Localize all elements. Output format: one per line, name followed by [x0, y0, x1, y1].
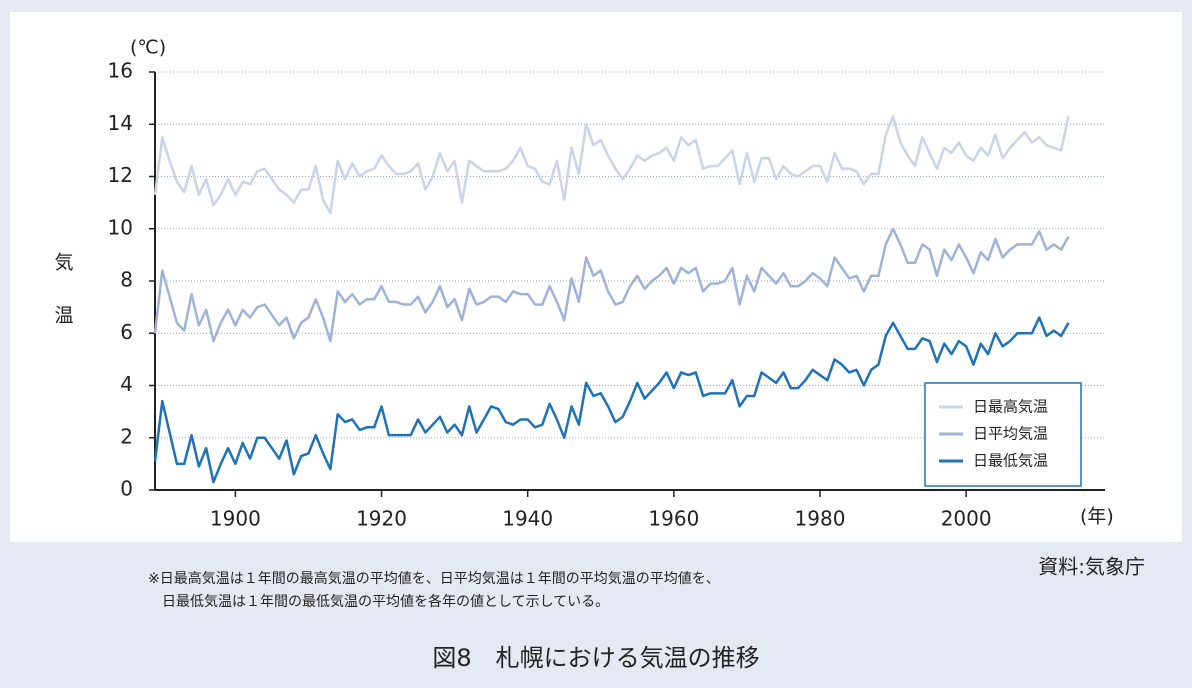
y-tick-label: 16: [108, 59, 133, 83]
note-line: ※日最高気温は１年間の最高気温の平均値を、日平均気温は１年間の平均気温の平均値を…: [148, 570, 720, 587]
y-unit-label: (℃): [130, 37, 166, 59]
x-tick-label: 1920: [356, 507, 407, 531]
caption: 図8 札幌における気温の推移: [432, 644, 759, 672]
y-tick-label: 0: [120, 477, 133, 501]
legend-label: 日平均気温: [973, 425, 1048, 443]
y-axis-label: 気温: [52, 252, 74, 358]
note-line: 日最低気温は１年間の最低気温の平均値を各年の値として示している。: [162, 594, 609, 610]
legend-label: 日最低気温: [973, 452, 1048, 470]
series-line: [153, 227, 1070, 343]
y-tick-label: 12: [108, 163, 133, 187]
y-tick-label: 14: [108, 111, 133, 135]
y-tick-label: 6: [120, 320, 133, 344]
series-line: [153, 115, 1070, 215]
x-tick-label: 1980: [795, 507, 846, 531]
y-tick-label: 2: [120, 424, 133, 448]
y-tick-label: 4: [120, 372, 133, 396]
x-unit-label: (年): [1080, 506, 1114, 528]
x-tick-label: 1960: [648, 507, 699, 531]
source: 資料:気象庁: [1038, 555, 1145, 579]
x-tick-label: 1940: [502, 507, 553, 531]
x-tick-label: 1900: [210, 507, 261, 531]
x-tick-label: 2000: [941, 507, 992, 531]
y-tick-label: 10: [108, 215, 133, 239]
legend-label: 日最高気温: [973, 398, 1048, 416]
y-tick-label: 8: [120, 268, 133, 292]
series-line: [153, 316, 1070, 484]
